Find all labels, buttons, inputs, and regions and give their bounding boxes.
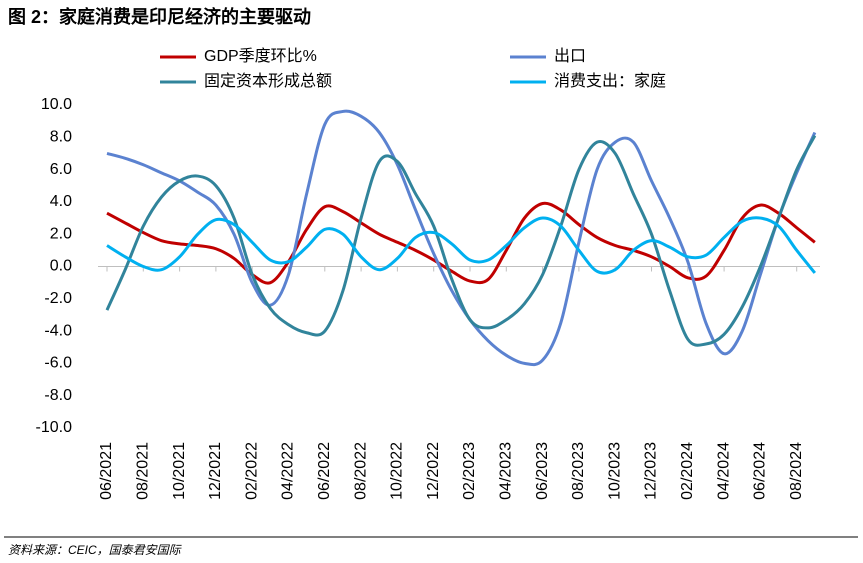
- y-tick-label: -2.0: [44, 290, 72, 307]
- y-tick-label: 2.0: [50, 225, 72, 242]
- y-tick-label: 4.0: [50, 193, 72, 210]
- x-tick-label: 02/2023: [461, 442, 478, 500]
- series-line: [106, 216, 817, 275]
- y-tick-label: -10.0: [36, 419, 73, 436]
- y-tick-label: 8.0: [50, 129, 72, 146]
- y-tick-label: -4.0: [44, 322, 72, 339]
- x-tick-label: 04/2023: [498, 442, 515, 500]
- x-tick-label: 08/2024: [788, 442, 805, 500]
- x-tick-label: 04/2024: [715, 442, 732, 500]
- y-tick-label: 0.0: [50, 258, 72, 275]
- source-note: 资料来源：CEIC，国泰君安国际: [8, 543, 183, 557]
- y-tick-label: -8.0: [44, 387, 72, 404]
- x-tick-label: 02/2024: [679, 442, 696, 500]
- x-tick-label: 08/2023: [570, 442, 587, 500]
- x-tick-label: 06/2024: [752, 442, 769, 500]
- x-tick-label: 04/2022: [280, 442, 297, 500]
- x-tick-label: 12/2021: [207, 442, 224, 500]
- x-tick-label: 10/2021: [171, 442, 188, 500]
- legend-label: 出口: [554, 47, 586, 65]
- series-line: [105, 134, 817, 347]
- x-tick-label: 10/2022: [389, 442, 406, 500]
- y-tick-label: 10.0: [41, 96, 72, 113]
- chart-title: 图 2：家庭消费是印尼经济的主要驱动: [8, 6, 311, 27]
- x-tick-label: 12/2023: [643, 442, 660, 500]
- legend-label: GDP季度环比%: [204, 47, 317, 65]
- series-line: [106, 201, 816, 285]
- x-tick-label: 08/2022: [352, 442, 369, 500]
- x-tick-label: 10/2023: [606, 442, 623, 500]
- x-tick-label: 06/2023: [534, 442, 551, 500]
- x-tick-label: 06/2021: [98, 442, 115, 500]
- legend-label: 固定资本形成总额: [204, 72, 332, 90]
- series-line: [106, 109, 817, 367]
- legend-label: 消费支出：家庭: [554, 72, 666, 90]
- x-tick-label: 06/2022: [316, 442, 333, 500]
- x-tick-label: 12/2022: [425, 442, 442, 500]
- y-tick-label: -6.0: [44, 355, 72, 372]
- x-tick-label: 08/2021: [135, 442, 152, 500]
- y-tick-label: 6.0: [50, 161, 72, 178]
- x-tick-label: 02/2022: [243, 442, 260, 500]
